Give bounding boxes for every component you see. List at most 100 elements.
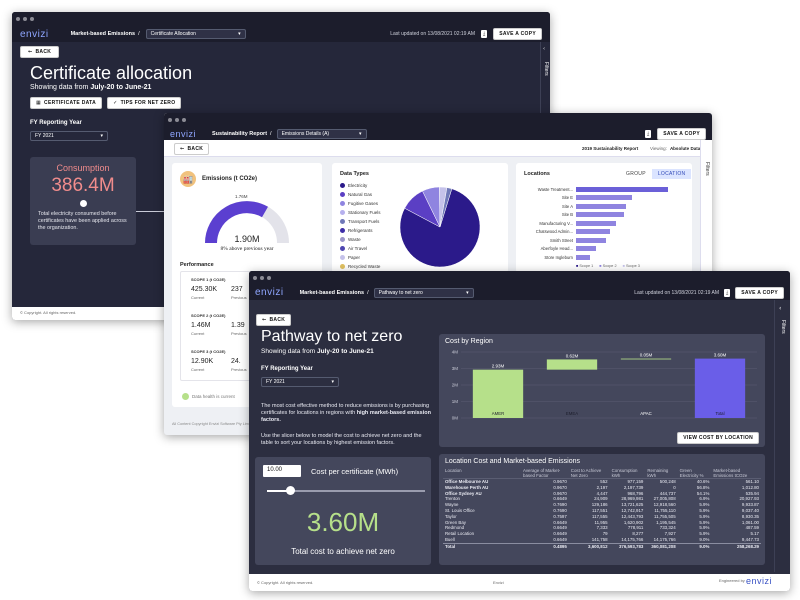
column-header[interactable]: Cost to Achieve Net Zero xyxy=(568,468,610,479)
legend-item[interactable]: Refrigerants xyxy=(340,226,381,235)
download-icon[interactable]: ⤓ xyxy=(481,30,488,38)
table-row[interactable]: Green Bay 0.6649 11,955 1,620,902 1,195,545 5… xyxy=(443,520,761,526)
consumption-value: 386.4M xyxy=(51,175,115,196)
breadcrumb[interactable]: Market-based Emissions xyxy=(299,289,365,296)
window-dot[interactable] xyxy=(23,17,27,21)
tab-location[interactable]: LOCATION xyxy=(651,169,692,179)
location-bar-row[interactable]: Aberfoyle Head... xyxy=(524,245,684,254)
download-icon[interactable]: ⤓ xyxy=(724,288,731,297)
download-icon[interactable]: ⤓ xyxy=(645,129,652,138)
window-dot[interactable] xyxy=(175,118,179,122)
table-cell: Wayne xyxy=(445,502,459,508)
window-dot[interactable] xyxy=(16,17,20,21)
table-row[interactable]: Warehouse Perth AU 0.9670 2,197 2,197,739 0 5… xyxy=(443,485,761,491)
save-copy-button[interactable]: SAVE A COPY xyxy=(735,286,784,299)
table-row[interactable]: Buell 0.6649 141,758 14,175,766 14,175,766 9.… xyxy=(443,537,761,543)
window-dot[interactable] xyxy=(168,118,172,122)
legend-item[interactable]: Recycled Waste xyxy=(340,262,381,271)
table-cell: Green Bay xyxy=(445,519,466,525)
column-header[interactable]: Market-based Emissions tCO2e xyxy=(711,468,761,479)
location-bar-row[interactable]: Waste Treatment... xyxy=(524,185,684,194)
bar-value-label: 3.60M xyxy=(714,353,727,358)
legend-item[interactable]: Air Travel xyxy=(340,244,381,253)
column-header[interactable]: Green Electricity % xyxy=(677,468,712,479)
chevron-left-icon[interactable]: ‹ xyxy=(543,46,545,52)
window-dot[interactable] xyxy=(253,276,257,280)
legend-item[interactable]: Fugitive Gases xyxy=(340,199,381,208)
breadcrumb[interactable]: Market-based Emissions xyxy=(70,31,136,37)
bar-total[interactable] xyxy=(694,358,746,418)
tab-group[interactable]: GROUP xyxy=(626,171,646,177)
back-button[interactable]: ← BACK xyxy=(20,46,60,58)
fy-dropdown[interactable]: FY 2021 ▾ xyxy=(261,377,339,387)
total-cell: 0.4895 xyxy=(521,542,569,550)
column-header[interactable]: Average of Market-based Factor xyxy=(521,468,569,479)
location-bar-row[interactable]: Manufacturing V... xyxy=(524,219,684,228)
legend-item[interactable]: Transport Fuels xyxy=(340,217,381,226)
legend-item[interactable]: Electricity xyxy=(340,181,381,190)
table-row[interactable]: Redmond 0.6649 7,333 778,911 733,324 5.9% 487.… xyxy=(443,525,761,531)
table-row[interactable]: Taylor 0.7597 117,555 12,443,793 11,755,505 5… xyxy=(443,514,761,520)
location-label: Site A xyxy=(562,203,573,209)
filters-pane[interactable]: ‹ Filters xyxy=(774,300,790,572)
back-button[interactable]: ← BACK xyxy=(256,314,292,326)
save-copy-button[interactable]: SAVE A COPY xyxy=(657,127,706,140)
emissions-title: Emissions (t CO2e) xyxy=(202,176,258,182)
legend-item[interactable]: Waste xyxy=(340,235,381,244)
gauge-value: 1.90M xyxy=(234,234,260,244)
bar-apac[interactable] xyxy=(620,358,672,360)
data-types-card: Data Types Electricity Natural Gas Fugitiv… xyxy=(332,163,508,273)
breadcrumb[interactable]: Sustainability Report xyxy=(212,130,268,137)
column-header[interactable]: Remaining kWh xyxy=(645,468,678,479)
location-label: Manufacturing V... xyxy=(539,220,573,226)
table-cell: 12,742,917 xyxy=(621,507,644,513)
table-row[interactable]: Office Melbourne AU 0.9670 552 977,159 500,2… xyxy=(443,479,761,485)
column-header[interactable]: Location xyxy=(443,468,521,479)
window-dot[interactable] xyxy=(182,118,186,122)
table-cell: 778,911 xyxy=(627,525,644,531)
legend-item[interactable]: Stationary Fuels xyxy=(340,208,381,217)
save-copy-button[interactable]: SAVE A COPY xyxy=(493,28,542,40)
chevron-left-icon[interactable]: ‹ xyxy=(779,305,782,312)
tips-net-zero-button[interactable]: ✓ TIPS FOR NET ZERO xyxy=(107,97,182,109)
table-body: Office Melbourne AU 0.9670 552 977,159 500,2… xyxy=(443,479,761,550)
back-button[interactable]: ← BACK xyxy=(174,143,210,155)
window-dot[interactable] xyxy=(260,276,264,280)
location-bar-row[interactable]: Site E xyxy=(524,194,684,203)
slider-handle[interactable] xyxy=(80,200,87,207)
window-dot[interactable] xyxy=(30,17,34,21)
bar-emea[interactable] xyxy=(546,359,598,370)
viewing-selector[interactable]: Viewing: Absolute Data xyxy=(650,146,700,151)
table-row[interactable]: Office Sydney AU 0.9670 4,447 968,796 444,73… xyxy=(443,491,761,497)
certificate-data-button[interactable]: ▦ CERTIFICATE DATA xyxy=(30,97,103,109)
legend-item[interactable]: Natural Gas xyxy=(340,190,381,199)
table-row[interactable]: Wayne 0.7690 129,186 13,721,625 12,918,560 5.… xyxy=(443,502,761,508)
bar-amer[interactable] xyxy=(472,369,524,418)
pie-slice-electricity[interactable] xyxy=(399,188,481,268)
cost-slider-handle[interactable] xyxy=(286,486,295,495)
location-bar-row[interactable]: Chatswood Admin... xyxy=(524,228,684,237)
pie-slice-transport-fuels[interactable] xyxy=(439,187,453,228)
location-label: Store Ingleburn xyxy=(544,254,573,260)
fy-dropdown[interactable]: FY 2021 ▾ xyxy=(30,131,108,141)
table-row[interactable]: Trenton 0.6649 24,909 28,969,981 27,005,808 6… xyxy=(443,496,761,502)
description-emphasis: high market-based emission factors. xyxy=(261,410,431,423)
window-dot[interactable] xyxy=(267,276,271,280)
slider[interactable] xyxy=(38,200,128,208)
location-bar-row[interactable]: Store Ingleburn xyxy=(524,253,684,262)
column-header[interactable]: Consumption kWh xyxy=(609,468,646,479)
cost-input[interactable]: 10.00 xyxy=(263,465,301,477)
table-row[interactable]: Retail Location 0.6649 79 8,277 7,927 5.9% 5.1… xyxy=(443,531,761,537)
location-bar-row[interactable]: Site B xyxy=(524,211,684,220)
page-dropdown[interactable]: Emissions Details (A) ▾ xyxy=(276,128,367,139)
location-bar-row[interactable]: Smith Street xyxy=(524,236,684,245)
location-bar xyxy=(576,237,606,243)
view-cost-by-location-button[interactable]: VIEW COST BY LOCATION xyxy=(677,432,759,444)
table-row[interactable]: St. Louis Office 0.7690 117,551 12,742,917 1… xyxy=(443,508,761,514)
legend-item[interactable]: Paper xyxy=(340,253,381,262)
bar-value-label: 0.62M xyxy=(566,353,579,358)
page-dropdown[interactable]: Pathway to net zero ▾ xyxy=(373,287,474,298)
page-dropdown[interactable]: Certificate Allocation ▾ xyxy=(145,29,246,39)
cost-slider[interactable] xyxy=(267,490,425,492)
location-bar-row[interactable]: Site A xyxy=(524,202,684,211)
